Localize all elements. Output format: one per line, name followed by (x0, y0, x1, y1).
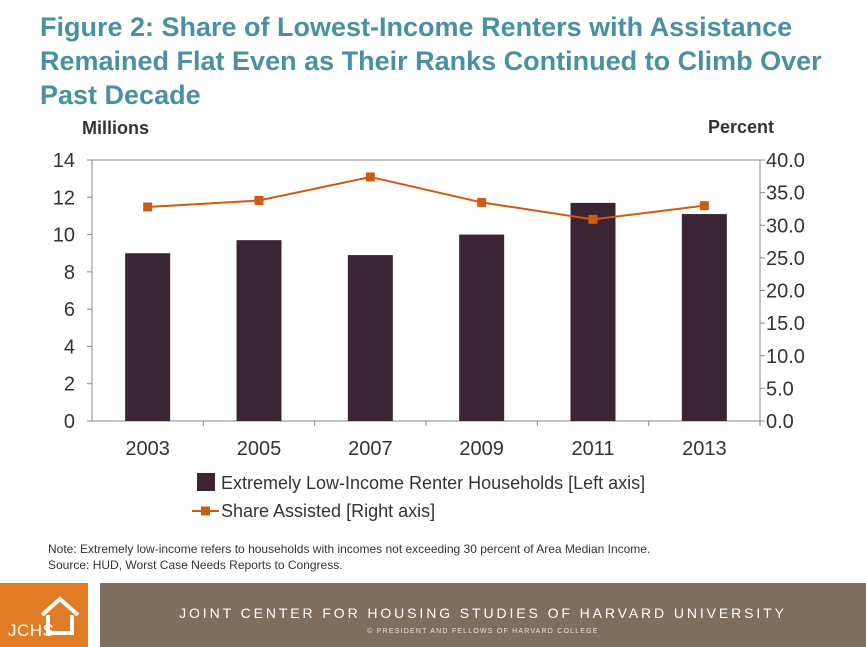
line-point-marker (365, 172, 375, 182)
y-tick-label-right: 5.0 (766, 378, 794, 400)
y-tick-label-left: 10 (53, 225, 75, 247)
y-tick-label-right: 40.0 (766, 150, 805, 172)
chart-title: Figure 2: Share of Lowest-Income Renters… (40, 12, 822, 110)
line-point-marker (477, 197, 487, 207)
y-tick-label-right: 10.0 (766, 346, 805, 368)
y-tick-label-right: 25.0 (766, 248, 805, 270)
y-tick-label-right: 0.0 (766, 411, 794, 433)
footer-org-name: JOINT CENTER FOR HOUSING STUDIES OF HARV… (179, 605, 787, 621)
x-tick-label: 2011 (571, 438, 614, 460)
y-tick-label-left: 8 (64, 262, 75, 284)
y-tick-label-left: 4 (64, 336, 75, 358)
bar (347, 255, 393, 421)
note-text: Note: Extremely low-income refers to hou… (48, 542, 651, 556)
bar (236, 240, 282, 421)
x-tick-label: 2007 (348, 438, 393, 460)
chart-notes: Note: Extremely low-income refers to hou… (48, 541, 650, 573)
logo-text: JCHS (8, 621, 55, 640)
x-tick-label: 2003 (125, 438, 170, 460)
y-tick-label-left: 6 (64, 299, 75, 321)
y-tick-label-left: 12 (53, 187, 75, 209)
footer-copyright: © PRESIDENT AND FELLOWS OF HARVARD COLLE… (367, 628, 599, 635)
y-axis-title-right: Percent (708, 117, 774, 137)
house-icon (40, 596, 80, 635)
y-tick-label-right: 35.0 (766, 183, 805, 205)
legend-swatch-bar (197, 473, 215, 491)
y-tick-label-right: 15.0 (766, 313, 805, 335)
line-point-marker (588, 214, 598, 224)
x-tick-label: 2005 (237, 438, 282, 460)
source-text: Source: HUD, Worst Case Needs Reports to… (48, 558, 343, 572)
x-tick-label: 2013 (682, 438, 727, 460)
x-tick-label: 2009 (459, 438, 504, 460)
footer-bar: JOINT CENTER FOR HOUSING STUDIES OF HARV… (100, 583, 866, 647)
y-tick-label-right: 30.0 (766, 215, 805, 237)
chart: Millions Percent 0 2 4 6 8 10 12 14 0.0 5.0 10.0 15.0… (53, 117, 805, 521)
bar (570, 202, 616, 421)
line-point-marker (254, 195, 264, 205)
y-axis-title-left: Millions (82, 118, 149, 138)
bar (459, 234, 505, 421)
jchs-logo: JCHS (0, 583, 88, 647)
y-tick-label-left: 2 (64, 374, 75, 396)
footer: JCHS JOINT CENTER FOR HOUSING STUDIES OF… (0, 583, 866, 647)
legend-label-line: Share Assisted [Right axis] (221, 501, 435, 521)
bar (125, 253, 171, 421)
legend-label-bar: Extremely Low-Income Renter Households [… (221, 473, 645, 493)
series-line-share-assisted (147, 175, 705, 221)
y-tick-label-left: 14 (53, 150, 75, 172)
line-point-marker (143, 202, 153, 212)
line-point-marker (699, 201, 709, 211)
bar (681, 214, 727, 421)
y-tick-label-left: 0 (64, 411, 75, 433)
legend-swatch-marker (201, 506, 210, 516)
y-tick-label-right: 20.0 (766, 281, 805, 303)
